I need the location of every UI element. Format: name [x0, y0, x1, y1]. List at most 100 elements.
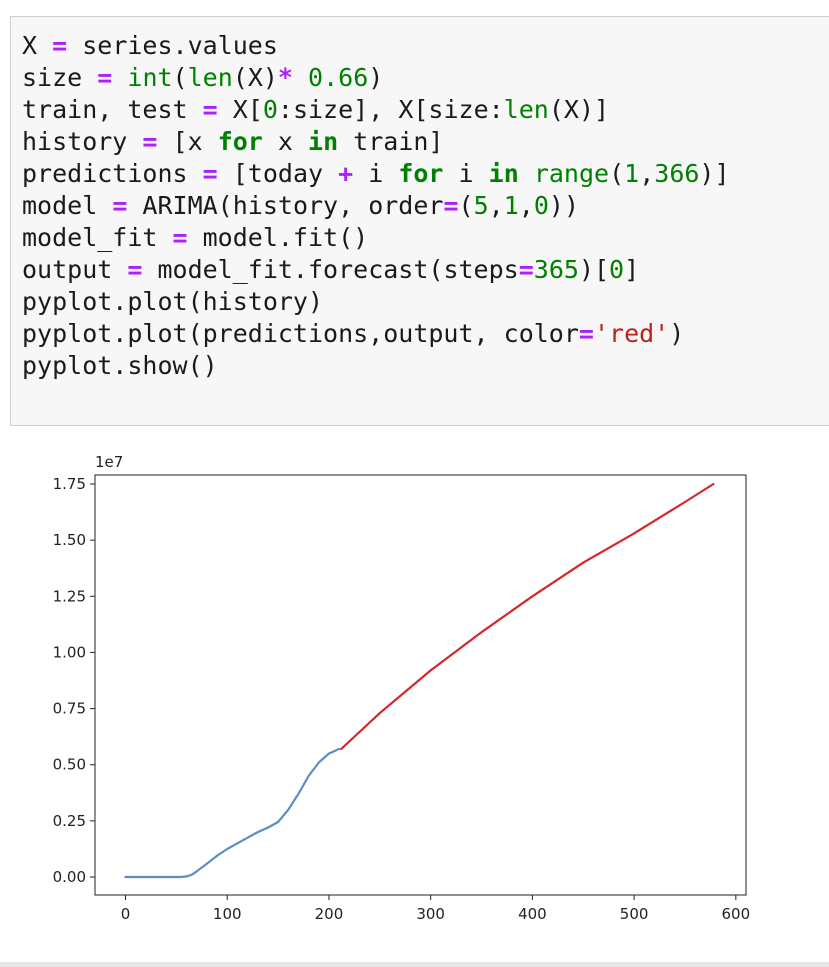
- y-tick-label: 0.25: [53, 812, 86, 830]
- code-token: [293, 63, 308, 92]
- code-token: [x: [157, 127, 218, 156]
- code-token: 1: [503, 191, 519, 220]
- code-token: (: [609, 159, 625, 188]
- code-token: ,: [518, 191, 534, 220]
- code-token: model_fit.forecast(steps: [142, 255, 519, 284]
- code-line: size = int(len(X)* 0.66): [22, 62, 730, 94]
- code-token: 1: [624, 159, 640, 188]
- code-token: in: [308, 127, 339, 156]
- code-token: 'red': [593, 319, 670, 348]
- code-token: =: [202, 159, 218, 188]
- code-token: 0: [609, 255, 625, 284]
- code-line: model_fit = model.fit(): [22, 222, 730, 254]
- x-tick-label: 600: [722, 905, 751, 923]
- code-token: =: [127, 255, 143, 284]
- code-token: (X): [232, 63, 278, 92]
- output-area: 0 100 200 300 400 500 600 0.00 0.25 0.50 0.75 1.00 1…: [0, 440, 829, 960]
- code-editor[interactable]: X = series.values size = int(len(X)* 0.66…: [22, 30, 730, 382]
- x-tick-label: 500: [620, 905, 649, 923]
- code-token: pyplot.show(): [22, 351, 218, 380]
- x-tick-label: 400: [518, 905, 547, 923]
- code-token: ARIMA(history, order: [127, 191, 444, 220]
- history-series-line: [124, 747, 341, 879]
- code-token: 365: [533, 255, 579, 284]
- code-token: range: [533, 159, 610, 188]
- code-token: (: [172, 63, 188, 92]
- code-token: [112, 63, 127, 92]
- y-tick-label: 1.50: [53, 531, 86, 549]
- x-tick-label: 200: [315, 905, 344, 923]
- code-token: =: [443, 191, 459, 220]
- code-token: i: [353, 159, 399, 188]
- code-token: in: [488, 159, 519, 188]
- code-token: 366: [654, 159, 700, 188]
- y-tick-label: 1.00: [53, 643, 86, 661]
- code-token: ,: [488, 191, 504, 220]
- code-token: x: [262, 127, 309, 156]
- code-token: ]: [624, 255, 640, 284]
- code-token: X: [22, 31, 53, 60]
- code-token: series.values: [67, 31, 278, 60]
- x-tick-label: 0: [121, 905, 131, 923]
- y-tick-label: 0.75: [53, 700, 86, 718]
- code-token: pyplot.plot(history): [22, 287, 324, 316]
- forecast-series-line: [340, 482, 715, 751]
- code-token: :size], X[size:: [277, 95, 504, 124]
- code-token: history: [22, 127, 143, 156]
- code-token: 0: [533, 191, 549, 220]
- code-token: 0.66: [308, 63, 369, 92]
- code-token: =: [518, 255, 534, 284]
- code-line: predictions = [today + i for i in range(…: [22, 158, 730, 190]
- code-token: train]: [338, 127, 444, 156]
- code-token: )]: [699, 159, 730, 188]
- code-token: =: [112, 191, 128, 220]
- code-token: )[: [578, 255, 610, 284]
- plot-frame: [94, 474, 747, 896]
- code-token: for: [217, 127, 263, 156]
- code-token: +: [338, 159, 354, 188]
- code-token: model_fit: [22, 223, 173, 252]
- code-token: ): [368, 63, 384, 92]
- x-tick-label: 100: [213, 905, 242, 923]
- code-token: )): [548, 191, 579, 220]
- code-token: model.fit(): [187, 223, 369, 252]
- code-line: output = model_fit.forecast(steps=365)[0…: [22, 254, 730, 286]
- code-token: [519, 159, 534, 188]
- code-token: =: [142, 127, 158, 156]
- code-token: 0: [262, 95, 278, 124]
- code-line: X = series.values: [22, 30, 730, 62]
- line-chart: 0 100 200 300 400 500 600 0.00 0.25 0.50 0.75 1.00 1…: [53, 453, 751, 923]
- code-line: pyplot.plot(predictions,output, color='r…: [22, 318, 730, 350]
- bottom-divider: [0, 962, 829, 967]
- y-offset-label: 1e7: [95, 453, 123, 471]
- code-token: train, test: [22, 95, 203, 124]
- y-tick-label: 0.50: [53, 756, 86, 774]
- code-token: predictions: [22, 159, 203, 188]
- code-line: pyplot.plot(history): [22, 286, 730, 318]
- code-token: i: [443, 159, 489, 188]
- y-tick-label: 0.00: [53, 868, 86, 886]
- code-token: [today: [217, 159, 339, 188]
- code-line: pyplot.show(): [22, 350, 730, 382]
- code-token: size: [22, 63, 98, 92]
- code-token: ,: [639, 159, 655, 188]
- code-token: model: [22, 191, 113, 220]
- code-token: ): [669, 319, 685, 348]
- code-token: =: [172, 223, 188, 252]
- code-token: len: [187, 63, 233, 92]
- code-token: (: [458, 191, 474, 220]
- code-line: model = ARIMA(history, order=(5,1,0)): [22, 190, 730, 222]
- y-tick-label: 1.75: [53, 475, 86, 493]
- y-tick-label: 1.25: [53, 587, 86, 605]
- code-token: len: [503, 95, 549, 124]
- x-tick-label: 300: [416, 905, 445, 923]
- code-token: X[: [217, 95, 263, 124]
- code-token: pyplot.plot(predictions,output, color: [22, 319, 579, 348]
- code-token: =: [578, 319, 594, 348]
- code-token: (X)]: [548, 95, 610, 124]
- code-token: for: [398, 159, 444, 188]
- code-line: history = [x for x in train]: [22, 126, 730, 158]
- code-token: =: [97, 63, 113, 92]
- code-cell[interactable]: [10, 16, 829, 426]
- code-token: int: [127, 63, 173, 92]
